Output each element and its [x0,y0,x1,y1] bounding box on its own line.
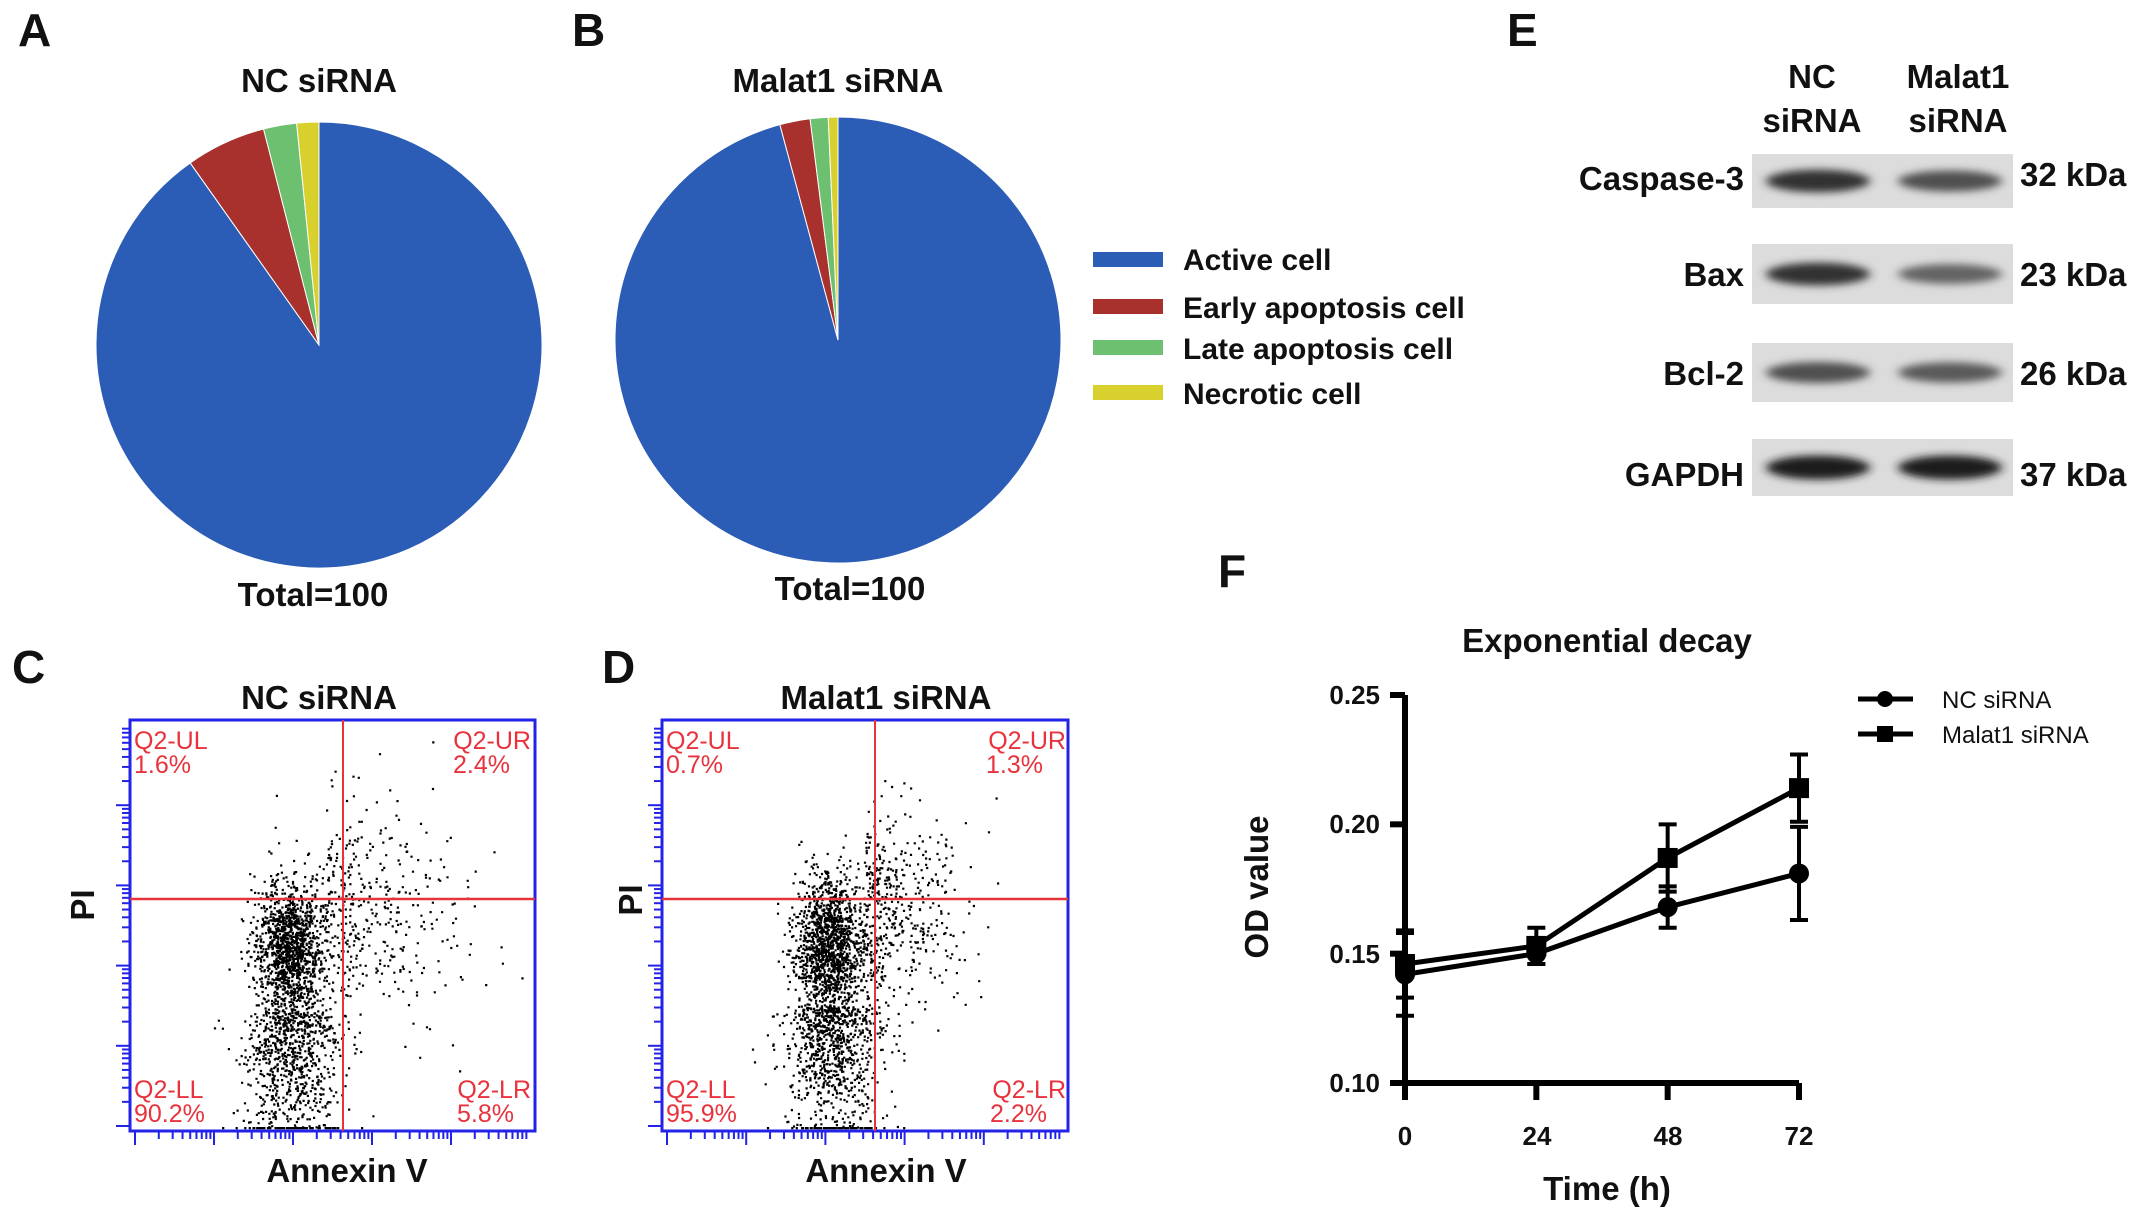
protein-band [1898,455,2002,480]
event-dots [751,780,1000,1130]
quadrant-ll: Q2-LL [134,1076,204,1104]
y-tick-label: 0.10 [1329,1068,1380,1098]
data-point-square [1789,778,1809,799]
panel-label-e: E [1507,4,1538,56]
protein-band [1766,169,1870,193]
pie-slice-necrotic [296,121,320,346]
flow-plot-frame [128,718,537,1133]
quadrant-ur-pct: 2.4% [453,751,510,779]
panel-label-b: B [572,4,605,56]
x-tick-label: 72 [1785,1121,1814,1151]
quadrant-lr: Q2-LR [457,1076,531,1104]
x-tick-label: 48 [1654,1121,1683,1151]
protein-band [1766,455,1870,480]
legend-label: Early apoptosis cell [1183,292,1465,325]
x-axis-label: Annexin V [266,1152,427,1189]
data-point-square [1526,935,1547,956]
x-axis-label: Annexin V [805,1152,966,1189]
y-axis-label: PI [612,884,649,915]
x-axis-label: Time (h) [1543,1170,1671,1207]
pie-legend: Active cell Early apoptosis cell Late ap… [1093,244,1465,411]
quadrant-ul-pct: 0.7% [666,751,723,779]
y-tick-label: 0.25 [1329,680,1380,710]
series-line [1404,785,1801,967]
quadrant-ll-pct: 90.2% [134,1100,205,1128]
od-line-chart: Exponential decay Time (h) OD value 0.25… [1238,622,2089,1207]
lane-header: NC [1788,58,1836,95]
quadrant-lr-pct: 2.2% [990,1100,1047,1128]
protein-band [1898,264,2002,284]
pie-title: Malat1 siRNA [733,62,944,99]
protein-band [1898,170,2002,192]
quadrant-ul: Q2-UL [666,727,740,755]
legend-swatch-late [1093,340,1163,355]
x-tick-label: 24 [1523,1121,1552,1151]
flow-plot-nc: NC siRNA Q2-UL 1.6% Q2-UR 2.4% Q2-LL 90.… [64,679,537,1189]
data-point-circle [1657,897,1678,918]
protein-band [1898,362,2002,383]
kda-label: 23 kDa [2020,256,2127,293]
pie-title: NC siRNA [241,62,397,99]
legend-swatch-early [1093,299,1163,314]
pie-chart-malat1: Malat1 siRNA Total=100 [614,62,1062,607]
flow-plot-malat1: Malat1 siRNA Q2-UL 0.7% Q2-UR 1.3% Q2-LL… [612,679,1070,1189]
pie-slice-necrotic [827,116,839,341]
protein-label: GAPDH [1625,456,1744,493]
quadrant-ur: Q2-UR [988,727,1066,755]
protein-label: Caspase-3 [1579,160,1744,197]
flow-plot-frame [660,718,1070,1133]
legend-label: Necrotic cell [1183,378,1361,411]
quadrant-ur: Q2-UR [453,727,531,755]
western-blot: NC siRNA Malat1 siRNA Caspase-3 Bax Bcl-… [1579,58,2127,496]
legend-label: NC siRNA [1942,687,2051,714]
kda-label: 32 kDa [2020,156,2127,193]
panel-label-f: F [1218,545,1246,597]
event-dots [213,741,524,1130]
legend-label: Malat1 siRNA [1942,722,2089,749]
pie-total: Total=100 [238,576,389,613]
legend-swatch-necrotic [1093,385,1163,400]
x-tick-label: 0 [1398,1121,1412,1151]
panel-label-a: A [18,4,51,56]
flow-title: Malat1 siRNA [781,679,992,716]
legend-label: Active cell [1183,244,1331,277]
pie-chart-nc: NC siRNA Total=100 [95,62,543,613]
protein-label: Bax [1683,256,1744,293]
quadrant-lr-pct: 5.8% [457,1100,514,1128]
quadrant-ll-pct: 95.9% [666,1100,737,1128]
kda-label: 37 kDa [2020,456,2127,493]
legend-marker-square [1877,726,1893,742]
panel-label-d: D [602,641,635,693]
quadrant-ul: Q2-UL [134,727,208,755]
data-point-square [1395,954,1415,975]
quadrant-ur-pct: 1.3% [986,751,1043,779]
quadrant-ul-pct: 1.6% [134,751,191,779]
pie-slice-active [95,121,543,569]
y-tick-label: 0.20 [1329,809,1380,839]
quadrant-lr: Q2-LR [992,1076,1066,1104]
flow-title: NC siRNA [241,679,397,716]
y-tick-label: 0.15 [1329,939,1380,969]
legend-swatch-active [1093,252,1163,267]
lane-header: siRNA [1762,102,1861,139]
lane-header: siRNA [1908,102,2007,139]
protein-label: Bcl-2 [1663,355,1744,392]
protein-band [1766,262,1870,286]
series-line [1404,871,1800,977]
protein-band [1766,362,1870,383]
y-axis-label: PI [64,889,101,920]
legend-marker-circle [1877,691,1893,707]
quadrant-ll: Q2-LL [666,1076,736,1104]
pie-total: Total=100 [775,570,926,607]
y-axis-label: OD value [1238,815,1275,958]
data-point-square [1657,847,1678,868]
panel-label-c: C [12,641,45,693]
data-point-circle [1789,863,1809,884]
chart-title: Exponential decay [1462,622,1752,659]
lane-header: Malat1 [1907,58,2010,95]
legend-label: Late apoptosis cell [1183,333,1453,366]
kda-label: 26 kDa [2020,355,2127,392]
